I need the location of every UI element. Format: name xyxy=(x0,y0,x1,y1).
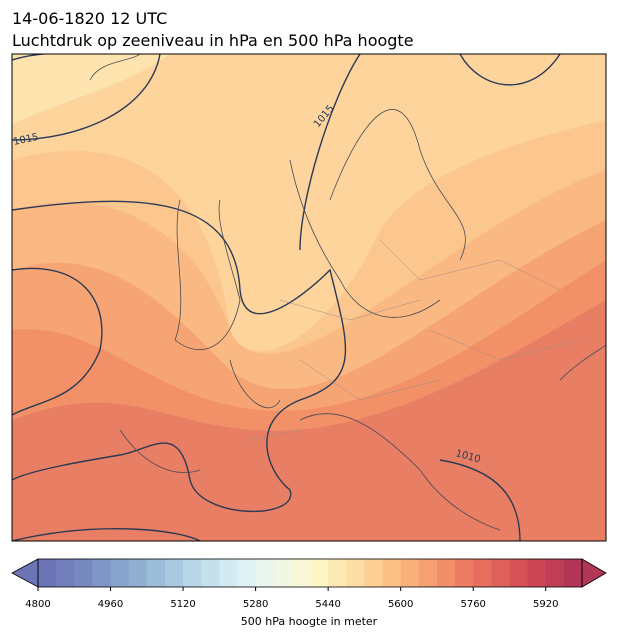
colorbar: 4800 4960 5120 5280 5440 5600 5760 5920 xyxy=(11,558,607,610)
colorbar-segment xyxy=(328,559,347,587)
colorbar-segment xyxy=(74,559,93,587)
colorbar-segment xyxy=(56,559,75,587)
colorbar-segment xyxy=(527,559,547,587)
contour-label: 1015 xyxy=(12,132,39,148)
colorbar-tick-label: 4960 xyxy=(98,599,123,610)
colorbar-segment xyxy=(273,559,293,587)
colorbar-segment xyxy=(164,559,184,587)
date: 14-06-1820 12 UTC xyxy=(12,9,167,28)
map xyxy=(12,54,606,541)
colorbar-segment xyxy=(255,559,275,587)
colorbar-segment xyxy=(545,559,565,587)
colorbar-segment xyxy=(128,559,148,587)
colorbar-segment xyxy=(183,559,202,587)
colorbar-segment xyxy=(563,559,583,587)
colorbar-segment xyxy=(110,559,130,587)
colorbar-tick-label: 5120 xyxy=(170,599,195,610)
colorbar-segment xyxy=(436,559,456,587)
colorbar-segment xyxy=(509,559,529,587)
colorbar-frame xyxy=(37,558,583,588)
colorbar-extend-low xyxy=(11,558,39,588)
colorbar-segment xyxy=(310,559,329,587)
colorbar-segment xyxy=(237,559,257,587)
colorbar-segment xyxy=(364,559,384,587)
colorbar-segment xyxy=(219,559,238,587)
colorbar-segment xyxy=(491,559,510,587)
colorbar-segment xyxy=(400,559,420,587)
colorbar-tick-label: 5280 xyxy=(243,599,268,610)
colorbar-segment xyxy=(92,559,112,587)
title: Luchtdruk op zeeniveau in hPa en 500 hPa… xyxy=(12,31,414,50)
colorbar-segment xyxy=(146,559,166,587)
colorbar-segment xyxy=(38,559,57,587)
colorbar-tick-label: 5920 xyxy=(533,599,558,610)
colorbar-segment xyxy=(346,559,365,587)
colorbar-segment xyxy=(382,559,402,587)
colorbar-segment xyxy=(291,559,311,587)
colorbar-segment xyxy=(201,559,220,587)
colorbar-segment xyxy=(418,559,438,587)
colorbar-tick-label: 4800 xyxy=(25,599,50,610)
colorbar-tick-label: 5440 xyxy=(315,599,340,610)
colorbar-extend-high xyxy=(581,558,607,588)
map-frame xyxy=(11,53,607,542)
colorbar-segment xyxy=(473,559,492,587)
colorbar-tick-label: 5600 xyxy=(388,599,413,610)
colorbar-segment xyxy=(455,559,474,587)
colorbar-label: 500 hPa hoogte in meter xyxy=(241,615,378,628)
colorbar-tick-label: 5760 xyxy=(460,599,485,610)
